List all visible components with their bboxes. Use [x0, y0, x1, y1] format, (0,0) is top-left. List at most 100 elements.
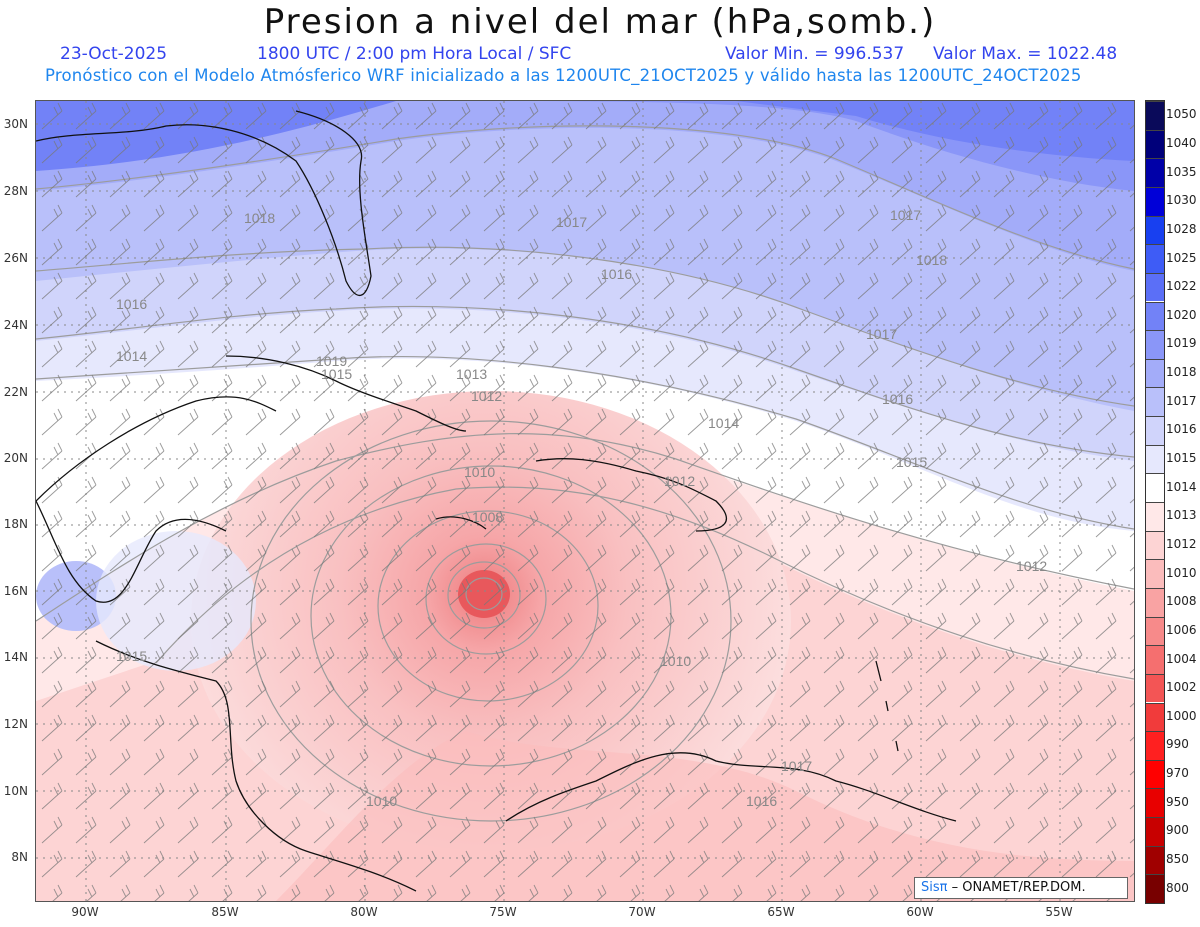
lat-label-24n: 24N: [3, 318, 28, 332]
legend-label: 1013: [1166, 508, 1197, 523]
lat-label-20n: 20N: [3, 451, 28, 465]
legend-swatch: [1146, 416, 1164, 445]
legend-swatch: [1146, 559, 1164, 588]
lat-label-14n: 14N: [3, 650, 28, 664]
credit-text: – ONAMET/REP.DOM.: [951, 880, 1086, 895]
value-max: Valor Max. = 1022.48: [933, 44, 1118, 64]
legend-swatch: [1146, 502, 1164, 531]
isobar-label: 1010: [464, 464, 495, 480]
isobar-label: 1017: [781, 758, 812, 774]
legend-swatch: [1146, 473, 1164, 502]
pressure-color-scale: [1145, 100, 1165, 904]
isobar-label: 1012: [1016, 558, 1047, 574]
credit-brand: Sisπ: [921, 880, 948, 895]
lat-label-10n: 10N: [3, 784, 28, 798]
legend-label: 850: [1166, 852, 1189, 867]
legend-label: 1016: [1166, 422, 1197, 437]
legend-label: 1008: [1166, 594, 1197, 609]
lat-label-28n: 28N: [3, 184, 28, 198]
legend-label: 950: [1166, 794, 1189, 809]
isobar-label: 1018: [916, 252, 947, 268]
isobar-label: 1018: [244, 210, 275, 226]
legend-swatch: [1146, 702, 1164, 732]
isobar-label: 1017: [556, 214, 587, 230]
forecast-time: 1800 UTC / 2:00 pm Hora Local / SFC: [257, 44, 572, 64]
legend-swatch: [1146, 387, 1164, 417]
legend-label: 1019: [1166, 336, 1197, 351]
isobar-label: 1019: [316, 353, 347, 369]
legend-swatch: [1146, 845, 1164, 875]
legend-label: 970: [1166, 766, 1189, 781]
isobar-label: 1012: [664, 473, 695, 489]
legend-label: 1014: [1166, 479, 1197, 494]
lon-label-65w: 65W: [767, 905, 795, 919]
forecast-date: 23-Oct-2025: [60, 44, 168, 64]
wind-barbs: [36, 101, 1134, 901]
isobar-label: 1013: [456, 366, 487, 382]
legend-swatch: [1146, 759, 1164, 789]
lat-label-16n: 16N: [3, 584, 28, 598]
isobar-label: 1010: [366, 793, 397, 809]
legend-swatch: [1146, 186, 1164, 216]
isobar-label: 1012: [471, 388, 502, 404]
lon-label-75w: 75W: [489, 905, 517, 919]
legend-label: 1050: [1166, 107, 1197, 122]
lat-label-30n: 30N: [3, 117, 28, 131]
legend-label: 1040: [1166, 135, 1197, 150]
legend-label: 1025: [1166, 250, 1197, 265]
model-subtitle: Pronóstico con el Modelo Atmósferico WRF…: [45, 66, 1082, 85]
credit-box: Sisπ – ONAMET/REP.DOM.: [914, 877, 1128, 899]
legend-label: 1002: [1166, 680, 1197, 695]
lon-label-85w: 85W: [211, 905, 239, 919]
contour-labels: 1018 1017 1016 1017 1016 1015 1014 1013 1012 1010…: [116, 207, 1047, 809]
legend-label: 900: [1166, 823, 1189, 838]
lat-label-26n: 26N: [3, 251, 28, 265]
map-title: Presion a nivel del mar (hPa,somb.): [263, 2, 937, 42]
legend-swatch: [1146, 158, 1164, 187]
legend-swatch: [1146, 215, 1164, 245]
legend-label: 800: [1166, 880, 1189, 895]
isobar-label: 1015: [896, 454, 927, 470]
coastlines: [36, 110, 957, 892]
isobar-label: 1014: [116, 348, 147, 364]
lat-label-8n: 8N: [11, 850, 28, 864]
isobar-label: 1016: [882, 391, 913, 407]
legend-label: 1018: [1166, 365, 1197, 380]
legend-label: 1022: [1166, 279, 1197, 294]
legend-swatch: [1146, 587, 1164, 617]
legend-swatch: [1146, 731, 1164, 760]
lat-label-12n: 12N: [3, 717, 28, 731]
legend-label: 1012: [1166, 536, 1197, 551]
isobar-label: 1016: [601, 266, 632, 282]
legend-swatch: [1146, 673, 1164, 703]
legend-swatch: [1146, 244, 1164, 273]
isobar-label: 1014: [708, 415, 739, 431]
legend-label: 1020: [1166, 307, 1197, 322]
isobar-label: 1017: [866, 326, 897, 342]
legend-label: 1000: [1166, 708, 1197, 723]
isobar-label: 1015: [116, 648, 147, 664]
map-canvas: 1018 1017 1016 1017 1016 1015 1014 1013 1012 1010…: [36, 101, 1134, 901]
legend-swatch: [1146, 272, 1164, 302]
legend-label: 1015: [1166, 451, 1197, 466]
legend-swatch: [1146, 788, 1164, 818]
isobar-label: 1010: [660, 653, 691, 669]
pressure-map: 1018 1017 1016 1017 1016 1015 1014 1013 1012 1010…: [35, 100, 1135, 902]
legend-swatch: [1146, 444, 1164, 474]
legend-label: 1028: [1166, 221, 1197, 236]
isobar-label: 1016: [746, 793, 777, 809]
legend-swatch: [1146, 817, 1164, 846]
legend-swatch: [1146, 101, 1164, 130]
legend-swatch: [1146, 358, 1164, 388]
legend-label: 1004: [1166, 651, 1197, 666]
legend-label: 1010: [1166, 565, 1197, 580]
legend-label: 1030: [1166, 193, 1197, 208]
legend-swatch: [1146, 530, 1164, 560]
isobar-label: 1016: [116, 296, 147, 312]
lat-label-18n: 18N: [3, 517, 28, 531]
legend-label: 1006: [1166, 622, 1197, 637]
lon-label-60w: 60W: [906, 905, 934, 919]
legend-swatch: [1146, 645, 1164, 674]
legend-label: 990: [1166, 737, 1189, 752]
isobar-label: 1008: [472, 509, 503, 525]
